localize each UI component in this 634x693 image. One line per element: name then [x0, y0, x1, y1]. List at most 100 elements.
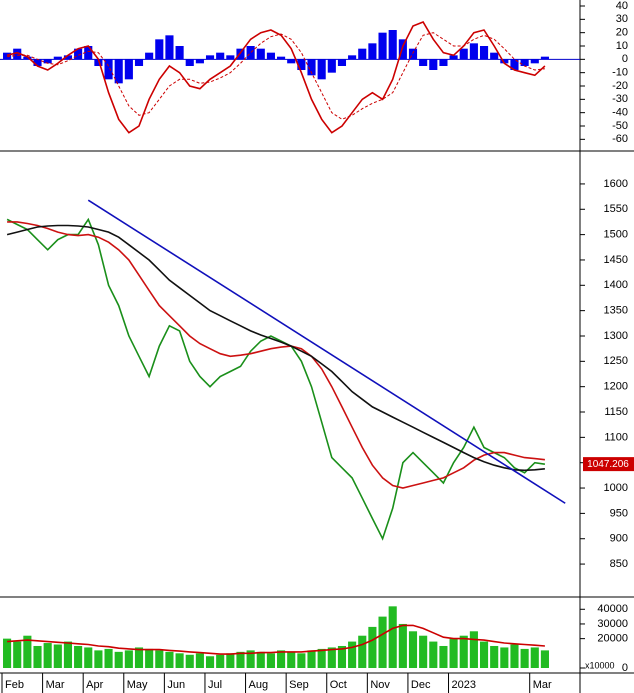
x-tick-label: Aug	[249, 679, 269, 691]
bar	[94, 59, 103, 66]
bar	[13, 48, 22, 60]
bar	[63, 55, 73, 60]
bar	[175, 653, 184, 668]
bar	[165, 35, 174, 60]
y-tick-label: 30000	[597, 618, 628, 630]
bar	[378, 32, 387, 60]
bar	[216, 654, 225, 668]
bar	[520, 648, 529, 668]
bar	[530, 647, 539, 668]
bar	[155, 650, 164, 668]
y-tick-label: -30	[612, 93, 628, 105]
bar	[358, 48, 367, 60]
bar	[540, 650, 549, 668]
bar	[256, 651, 265, 668]
bar	[246, 650, 255, 668]
bar	[236, 651, 245, 668]
bar	[155, 39, 164, 60]
bar	[449, 638, 458, 668]
bar	[490, 645, 499, 668]
bar	[114, 59, 123, 84]
bar	[368, 626, 377, 668]
x-tick-label: Apr	[86, 679, 103, 691]
x-tick-label: Nov	[370, 679, 390, 691]
bar	[84, 46, 93, 60]
y-tick-label: -60	[612, 133, 628, 145]
y-tick-label: 1200	[604, 381, 628, 393]
x-tick-label: Mar	[46, 679, 65, 691]
last-value-box	[583, 457, 634, 472]
bar	[439, 59, 448, 66]
bar	[63, 641, 73, 668]
bar	[226, 653, 235, 668]
bar	[388, 606, 397, 668]
bar	[327, 647, 336, 668]
bar	[124, 59, 133, 80]
y-tick-label: 30	[616, 13, 628, 25]
series-line	[7, 624, 545, 655]
bar	[317, 59, 326, 80]
bar	[74, 645, 83, 668]
y-tick-label: 1400	[604, 279, 628, 291]
bar	[185, 59, 194, 66]
bar	[43, 643, 52, 668]
bar	[307, 59, 316, 76]
bar	[175, 46, 184, 60]
bar	[368, 43, 377, 60]
bar	[419, 59, 428, 66]
x-tick-label: Dec	[411, 679, 431, 691]
bar	[74, 48, 83, 60]
bar	[287, 59, 296, 64]
bar	[348, 641, 357, 668]
bar	[419, 635, 428, 668]
y-tick-label: 950	[610, 507, 628, 519]
bar	[195, 59, 204, 64]
y-tick-label: 10	[616, 40, 628, 52]
y-tick-label: 0	[622, 53, 628, 65]
bar	[84, 647, 93, 668]
y-tick-label: 40	[616, 0, 628, 12]
last-value-label: 1047.206	[587, 459, 629, 470]
y-tick-label: 20	[616, 27, 628, 39]
bar	[327, 59, 336, 73]
x-tick-label: Oct	[330, 679, 347, 691]
bar	[246, 46, 255, 60]
bar	[459, 635, 468, 668]
bar	[398, 39, 407, 60]
unit-label: x10000	[585, 660, 615, 670]
bar	[449, 55, 458, 60]
bar	[429, 59, 438, 70]
bar	[317, 648, 326, 668]
bar	[134, 59, 144, 66]
y-tick-label: 1100	[604, 431, 628, 443]
bar	[266, 52, 275, 60]
bar	[500, 647, 509, 668]
bar	[3, 638, 12, 668]
bar	[408, 631, 418, 668]
bar	[195, 653, 204, 668]
bar	[297, 653, 306, 668]
bar	[277, 650, 286, 668]
bar	[530, 59, 539, 64]
bar	[165, 651, 174, 668]
y-tick-label: 1600	[604, 178, 628, 190]
y-tick-label: 1250	[604, 355, 628, 367]
bar	[216, 52, 225, 60]
y-tick-label: 1000	[604, 482, 628, 494]
bar	[479, 641, 489, 668]
bar	[398, 623, 407, 668]
bar	[256, 48, 265, 60]
bar	[104, 648, 113, 668]
bar	[13, 641, 22, 668]
bar	[469, 631, 478, 668]
bar	[408, 48, 418, 60]
bar	[145, 52, 154, 60]
bar	[490, 52, 499, 60]
bar	[459, 48, 468, 60]
x-tick-label: Sep	[289, 679, 309, 691]
bar	[337, 645, 347, 668]
y-tick-label: 0	[622, 662, 628, 674]
bar	[469, 43, 478, 60]
bar	[43, 59, 52, 64]
